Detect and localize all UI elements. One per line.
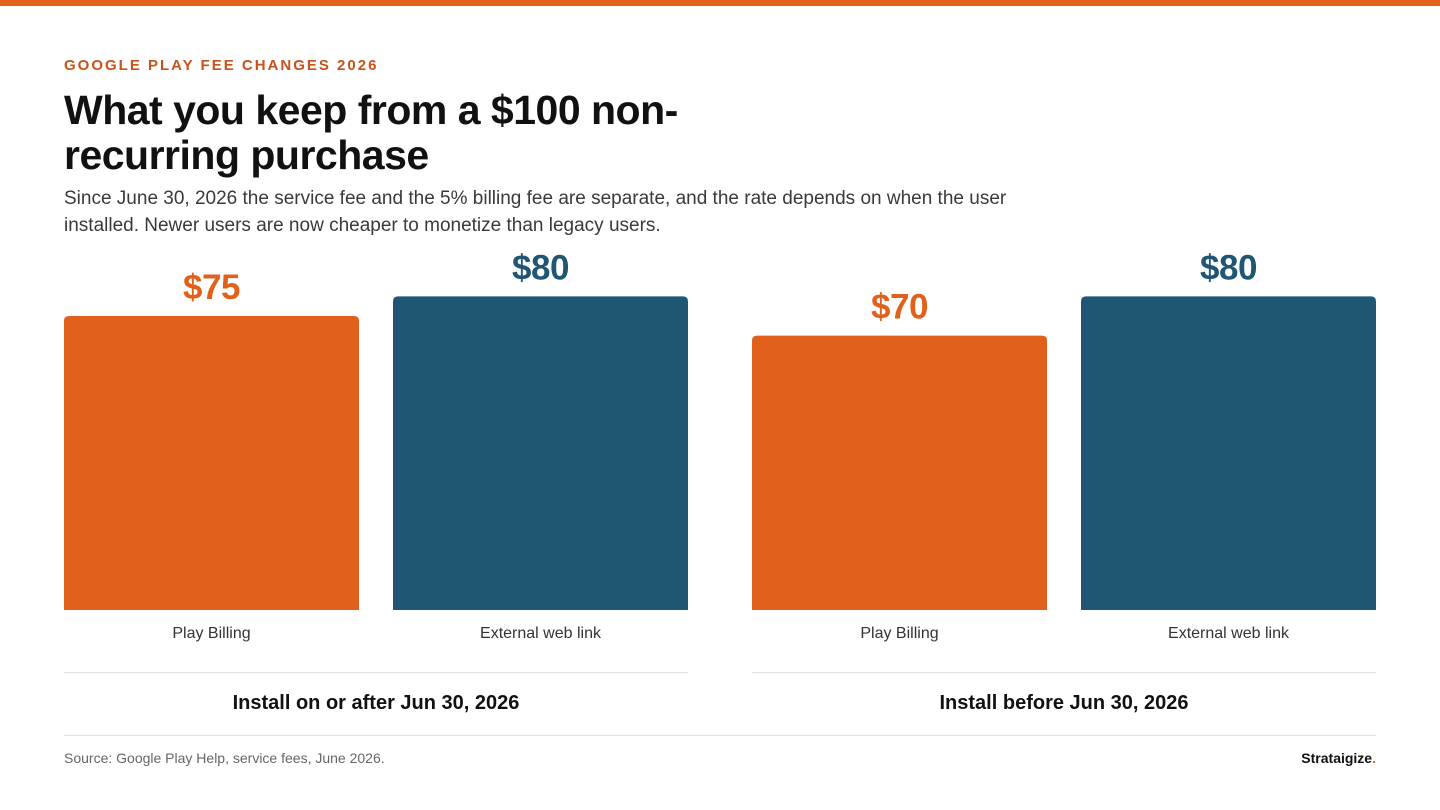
group-label: Install on or after Jun 30, 2026 xyxy=(233,692,520,714)
bar-chart: $75 Play Billing $80 External web link Insta… xyxy=(64,248,1376,736)
bar-value-label: $70 xyxy=(871,288,928,327)
brand-dot: . xyxy=(1372,750,1376,766)
bar-1-2 xyxy=(393,296,688,610)
bar-1-1 xyxy=(64,316,359,610)
bar-value-label: $80 xyxy=(512,248,569,287)
category-label: External web link xyxy=(1168,625,1290,642)
brand-name: Strataigize xyxy=(1301,750,1373,766)
category-label: Play Billing xyxy=(860,625,938,642)
bar-value-label: $75 xyxy=(183,268,240,307)
category-label: External web link xyxy=(480,625,602,642)
category-label: Play Billing xyxy=(172,625,250,642)
top-accent-bar xyxy=(0,0,1440,6)
bar-value-label: $80 xyxy=(1200,248,1257,287)
bar-2-1 xyxy=(752,335,1047,610)
chart-subtitle: Since June 30, 2026 the service fee and … xyxy=(64,188,1007,236)
brand-logo: Strataigize. xyxy=(1301,749,1376,767)
source-note: Source: Google Play Help, service fees, … xyxy=(64,750,385,766)
group-label: Install before Jun 30, 2026 xyxy=(940,692,1189,714)
bar-2-2 xyxy=(1081,296,1376,610)
chart-title: What you keep from a $100 non-recurring … xyxy=(64,87,678,178)
eyebrow-label: GOOGLE PLAY FEE CHANGES 2026 xyxy=(64,57,379,74)
